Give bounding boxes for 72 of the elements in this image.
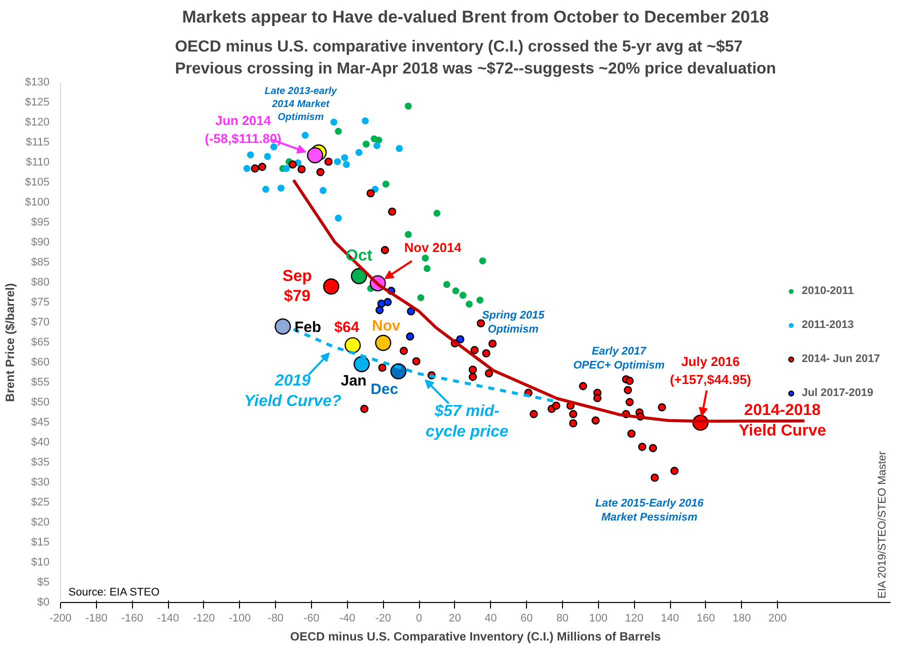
y-tick-label: $110 xyxy=(26,156,50,168)
annotation: July 2016 (+157,$44.95) xyxy=(670,354,752,388)
annotation: Spring 2015 Optimism xyxy=(482,309,546,336)
y-tick-label: $0 xyxy=(37,596,50,608)
y-tick-label: $50 xyxy=(31,396,50,408)
x-tick-label: -120 xyxy=(192,612,215,624)
annotation: Early 2017 OPEC+ Optimism xyxy=(573,345,665,372)
x-tick-label: 80 xyxy=(556,612,569,624)
y-tick-label: $90 xyxy=(31,236,50,248)
legend-label: 2011-2013 xyxy=(802,319,854,331)
x-tick-label: -80 xyxy=(268,612,284,624)
y-tick-label: $80 xyxy=(31,276,50,288)
x-tick-label: 60 xyxy=(520,612,533,624)
annotation: $64 xyxy=(334,318,360,336)
x-tick-label: -20 xyxy=(375,612,392,624)
x-tick-label: -140 xyxy=(157,612,180,624)
y-tick-label: $75 xyxy=(31,296,50,308)
x-tick-label: 120 xyxy=(624,612,644,624)
y-tick-label: $115 xyxy=(26,136,50,148)
y-tick-label: $85 xyxy=(31,256,50,268)
y-tick-label: $60 xyxy=(31,356,50,368)
annotation: 2019 Yield Curve? xyxy=(244,372,342,410)
y-tick-label: $25 xyxy=(31,496,50,508)
legend-label: Jul 2017-2019 xyxy=(802,387,874,399)
x-tick-label: 0 xyxy=(416,612,422,624)
x-tick-label: 180 xyxy=(732,612,751,624)
y-tick-label: $5 xyxy=(37,576,50,588)
y-tick-label: $20 xyxy=(31,516,50,528)
x-tick-label: -60 xyxy=(304,612,320,624)
legend-label: 2010-2011 xyxy=(802,285,854,297)
x-tick-label: -180 xyxy=(85,612,108,624)
annotation: 2014-2018 Yield Curve xyxy=(738,402,826,440)
x-tick-label: 20 xyxy=(448,612,462,624)
x-tick-label: 140 xyxy=(660,612,680,624)
annotation: EIA 2019/STEO/STEO Master xyxy=(876,450,888,598)
y-tick-label: $15 xyxy=(31,536,50,548)
y-tick-label: $55 xyxy=(31,376,50,388)
y-tick-label: $70 xyxy=(31,316,50,328)
x-tick-label: 100 xyxy=(589,612,608,624)
y-tick-label: $35 xyxy=(31,456,50,468)
x-tick-label: -160 xyxy=(121,612,144,624)
annotation: Jan xyxy=(340,372,367,390)
y-tick-label: $130 xyxy=(25,76,50,88)
y-tick-label: $125 xyxy=(25,96,50,108)
y-tick-label: $120 xyxy=(25,116,50,128)
x-tick-label: -40 xyxy=(339,612,356,624)
annotation: Nov 2014 xyxy=(404,240,462,255)
annotation: $57 mid- cycle price xyxy=(426,403,508,440)
x-tick-label: -200 xyxy=(49,612,72,624)
y-tick-label: $30 xyxy=(31,476,50,488)
annotation: Sep $79 xyxy=(282,268,312,306)
annotation: Source: EIA STEO xyxy=(68,586,160,598)
y-tick-label: $10 xyxy=(31,556,50,568)
x-axis-title: OECD minus U.S. Comparative Inventory (C.I.) Millions of Barrels xyxy=(290,630,662,644)
annotation: Dec xyxy=(370,380,398,398)
chart-title: Markets appear to Have de-valued Brent from October to December 2018 xyxy=(182,8,769,26)
x-tick-label: 40 xyxy=(484,612,497,624)
y-tick-label: $45 xyxy=(31,416,50,428)
annotation: Feb xyxy=(294,319,322,336)
x-tick-label: 200 xyxy=(768,612,787,624)
y-tick-label: $100 xyxy=(25,196,50,208)
annotation: Late 2015-Early 2016 Market Pessimism xyxy=(595,497,704,524)
y-tick-label: $105 xyxy=(25,176,50,188)
x-tick-label: -100 xyxy=(228,612,251,624)
annotation: Nov xyxy=(372,317,402,334)
chart-subtitle: OECD minus U.S. comparative inventory (C.I.) crossed the 5-yr avg at ~$57 Previous crossing in Mar-Apr 2018 was ~$72--suggests ~20% price devaluation xyxy=(174,38,776,78)
y-tick-label: $40 xyxy=(31,436,50,448)
y-axis-title: Brent Price ($/barrel) xyxy=(3,283,18,402)
y-tick-label: $65 xyxy=(31,336,50,348)
x-tick-label: 160 xyxy=(696,612,716,624)
y-tick-label: $95 xyxy=(31,216,50,228)
legend-label: 2014- Jun 2017 xyxy=(802,353,880,365)
